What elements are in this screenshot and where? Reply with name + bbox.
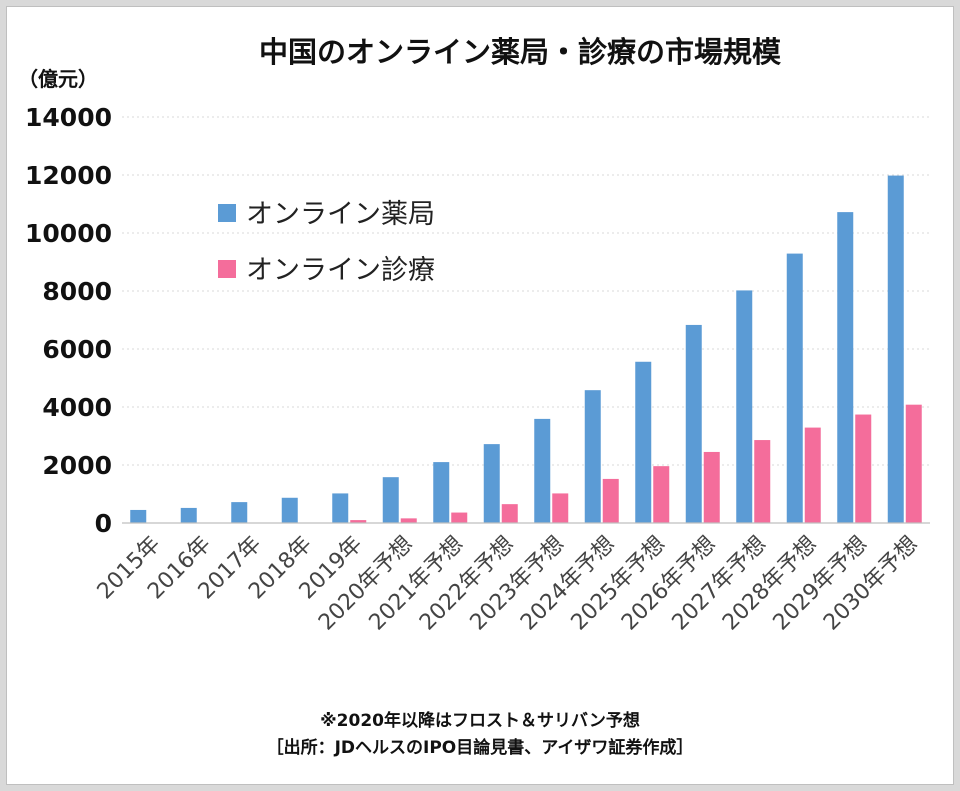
y-tick-label: 12000	[25, 161, 112, 190]
bar-online-pharmacy	[281, 497, 298, 523]
forecast-note: ※2020年以降はフロスト＆サリバン予想	[320, 710, 640, 731]
bar-online-consultation	[804, 427, 821, 523]
gridlines	[122, 116, 930, 466]
legend-swatch-consultation	[218, 260, 236, 278]
bar-online-pharmacy	[837, 212, 854, 523]
bar-online-consultation	[855, 414, 872, 523]
y-tick-label: 14000	[25, 103, 112, 132]
x-axis-ticks: 2015年2016年2017年2018年2019年2020年予想2021年予想2…	[93, 532, 923, 636]
source-note: ［出所：JDヘルスのIPO目論見書、アイザワ証券作成］	[267, 737, 694, 758]
y-axis-unit: （億元）	[18, 67, 98, 91]
bar-online-consultation	[501, 504, 518, 523]
bar-online-consultation	[552, 493, 569, 523]
bar-online-consultation	[754, 440, 771, 523]
bar-online-pharmacy	[433, 462, 450, 523]
legend-label: オンライン診療	[246, 255, 435, 286]
bar-online-pharmacy	[584, 390, 601, 523]
bar-online-pharmacy	[483, 444, 500, 523]
bar-online-consultation	[653, 466, 670, 523]
y-axis-ticks: 0 2000 4000 6000 8000 10000 12000 14000	[25, 103, 112, 538]
bars	[130, 175, 922, 523]
legend-swatch-pharmacy	[218, 204, 236, 222]
y-tick-label: 0	[95, 509, 112, 538]
y-tick-label: 8000	[42, 277, 112, 306]
y-tick-label: 6000	[42, 335, 112, 364]
bar-online-consultation	[905, 404, 922, 523]
y-tick-label: 4000	[42, 393, 112, 422]
bar-online-pharmacy	[736, 290, 753, 523]
y-tick-label: 2000	[42, 451, 112, 480]
bar-online-pharmacy	[130, 509, 147, 523]
bar-online-pharmacy	[534, 418, 551, 523]
bar-online-consultation	[451, 512, 468, 523]
bar-online-consultation	[350, 520, 367, 523]
bar-online-pharmacy	[332, 493, 349, 523]
y-tick-label: 10000	[25, 219, 112, 248]
bar-online-pharmacy	[231, 502, 248, 523]
bar-online-pharmacy	[685, 324, 702, 523]
bar-online-pharmacy	[887, 175, 904, 523]
bar-online-pharmacy	[635, 361, 652, 523]
bar-online-pharmacy	[180, 507, 197, 523]
bar-online-consultation	[400, 518, 417, 523]
bar-online-pharmacy	[382, 477, 399, 523]
bar-online-consultation	[703, 451, 720, 523]
chart-title: 中国のオンライン薬局・診療の市場規模	[259, 35, 782, 69]
bar-online-consultation	[602, 478, 619, 523]
legend-label: オンライン薬局	[246, 199, 435, 230]
bar-online-pharmacy	[786, 253, 803, 523]
